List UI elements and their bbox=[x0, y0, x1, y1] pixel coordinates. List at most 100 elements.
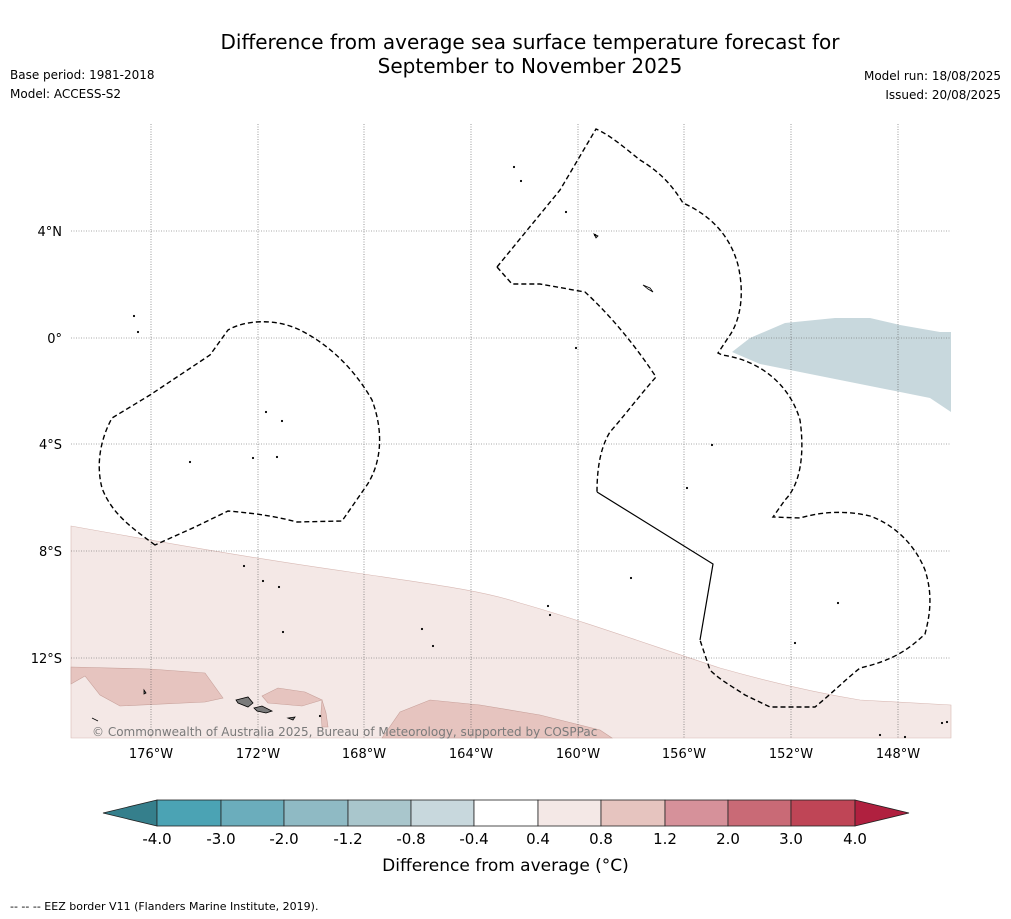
map-plot-area: © Commonwealth of Australia 2025, Bureau… bbox=[70, 124, 952, 739]
colorbar-swatch bbox=[473, 799, 539, 827]
colorbar: -4.0 -3.0 -2.0 -1.2 -0.8 -0.4 0.4 0.8 1.… bbox=[102, 799, 910, 848]
map-title: Difference from average sea surface temp… bbox=[150, 30, 910, 78]
colorbar-tick: -2.0 bbox=[269, 830, 298, 848]
colorbar-boxes bbox=[156, 799, 856, 827]
lat-label: 0° bbox=[47, 332, 62, 347]
title-line-1: Difference from average sea surface temp… bbox=[220, 30, 840, 54]
colorbar-tick: 1.2 bbox=[653, 830, 677, 848]
colorbar-under-arrow bbox=[102, 799, 158, 827]
island-dot bbox=[793, 641, 797, 645]
colorbar-title: Difference from average (°C) bbox=[382, 856, 629, 876]
eez-legend: -- -- -- EEZ border V11 (Flanders Marine… bbox=[10, 900, 319, 913]
island-dot bbox=[940, 721, 944, 725]
anomaly-region-pink-west bbox=[70, 666, 224, 707]
colorbar-swatch bbox=[220, 799, 285, 827]
island-upolu bbox=[253, 705, 274, 714]
eez-border-kiribati-north bbox=[496, 128, 931, 708]
colorbar-tick: -1.2 bbox=[333, 830, 362, 848]
island-dot bbox=[275, 455, 279, 459]
colorbar-tick: 3.0 bbox=[779, 830, 803, 848]
colorbar-swatch bbox=[283, 799, 349, 827]
colorbar-tick: 2.0 bbox=[716, 830, 740, 848]
island-dot bbox=[281, 630, 285, 634]
colorbar-tick: -0.4 bbox=[459, 830, 488, 848]
lat-label: 4°N bbox=[38, 225, 63, 240]
colorbar-swatch bbox=[664, 799, 729, 827]
island-small-2 bbox=[91, 717, 99, 722]
island-savaii bbox=[235, 696, 254, 708]
colorbar-tick: -3.0 bbox=[206, 830, 235, 848]
issued-date: Issued: 20/08/2025 bbox=[885, 88, 1001, 102]
lat-labels: 4°N 0° 4°S 8°S 12°S bbox=[31, 225, 62, 667]
colorbar-swatch bbox=[347, 799, 412, 827]
lon-label: 164°W bbox=[449, 747, 493, 762]
title-line-2: September to November 2025 bbox=[377, 54, 683, 78]
eez-border-tokelau-west bbox=[98, 321, 381, 546]
model-name: Model: ACCESS-S2 bbox=[10, 87, 122, 101]
island-dot bbox=[242, 564, 246, 568]
island-dots bbox=[132, 165, 949, 739]
island-dot bbox=[564, 210, 568, 214]
island-dot bbox=[836, 601, 840, 605]
eez-border-kiribati-west bbox=[496, 266, 657, 493]
colorbar-swatch bbox=[727, 799, 792, 827]
island-dot bbox=[251, 456, 255, 460]
copyright-text: © Commonwealth of Australia 2025, Bureau… bbox=[92, 725, 597, 739]
island-dot bbox=[629, 576, 633, 580]
base-period: Base period: 1981-2018 bbox=[10, 68, 155, 82]
island-dot bbox=[264, 410, 268, 414]
lon-label: 176°W bbox=[129, 747, 173, 762]
colorbar-over-arrow bbox=[854, 799, 910, 827]
lat-label: 12°S bbox=[31, 652, 62, 667]
colorbar-swatch bbox=[410, 799, 475, 827]
island-dot bbox=[420, 627, 424, 631]
colorbar-swatch bbox=[537, 799, 602, 827]
island-dot bbox=[512, 165, 516, 169]
lon-label: 172°W bbox=[236, 747, 280, 762]
island-dot bbox=[546, 604, 550, 608]
island-dot bbox=[945, 720, 949, 724]
island-dot bbox=[710, 443, 714, 447]
colorbar-swatch bbox=[156, 799, 222, 827]
island-tutuila bbox=[286, 716, 296, 721]
colorbar-ticks: -4.0 -3.0 -2.0 -1.2 -0.8 -0.4 0.4 0.8 1.… bbox=[142, 830, 867, 848]
island-dot bbox=[261, 579, 265, 583]
colorbar-tick: -0.8 bbox=[396, 830, 425, 848]
island-dot bbox=[132, 314, 136, 318]
island-dot bbox=[431, 644, 435, 648]
island-kiritimati bbox=[642, 284, 654, 293]
lon-label: 152°W bbox=[769, 747, 813, 762]
meta-left: Base period: 1981-2018 Model: ACCESS-S2 bbox=[10, 66, 155, 104]
island-dot bbox=[277, 585, 281, 589]
lat-label: 4°S bbox=[39, 438, 62, 453]
lon-labels: 176°W 172°W 168°W 164°W 160°W 156°W 152°… bbox=[129, 747, 920, 762]
island-dot bbox=[878, 733, 882, 737]
colorbar-tick: 0.4 bbox=[526, 830, 550, 848]
colorbar-tick: 4.0 bbox=[843, 830, 867, 848]
island-dot bbox=[903, 735, 907, 739]
eez-border-solid bbox=[596, 491, 714, 641]
eez-borders bbox=[98, 128, 931, 708]
colorbar-swatch bbox=[600, 799, 666, 827]
island-dot bbox=[593, 233, 597, 237]
colorbar-tick: -4.0 bbox=[142, 830, 171, 848]
island-small-3 bbox=[143, 688, 147, 695]
anomaly-region-blue bbox=[732, 318, 951, 412]
island-dot bbox=[548, 613, 552, 617]
colorbar-swatch bbox=[790, 799, 856, 827]
island-dot bbox=[519, 179, 523, 183]
lat-label: 8°S bbox=[39, 545, 62, 560]
model-run: Model run: 18/08/2025 bbox=[863, 69, 1001, 83]
island-dot bbox=[188, 460, 192, 464]
island-dot bbox=[136, 330, 140, 334]
island-dot bbox=[685, 486, 689, 490]
island-dot bbox=[318, 714, 322, 718]
lon-label: 160°W bbox=[556, 747, 600, 762]
lon-label: 148°W bbox=[876, 747, 920, 762]
lon-label: 156°W bbox=[662, 747, 706, 762]
island-dot bbox=[574, 346, 578, 350]
island-dot bbox=[280, 419, 284, 423]
lon-label: 168°W bbox=[342, 747, 386, 762]
meta-right: Model run: 18/08/2025 Issued: 20/08/2025 bbox=[864, 67, 1001, 105]
anomaly-region-pink-south bbox=[381, 699, 613, 739]
